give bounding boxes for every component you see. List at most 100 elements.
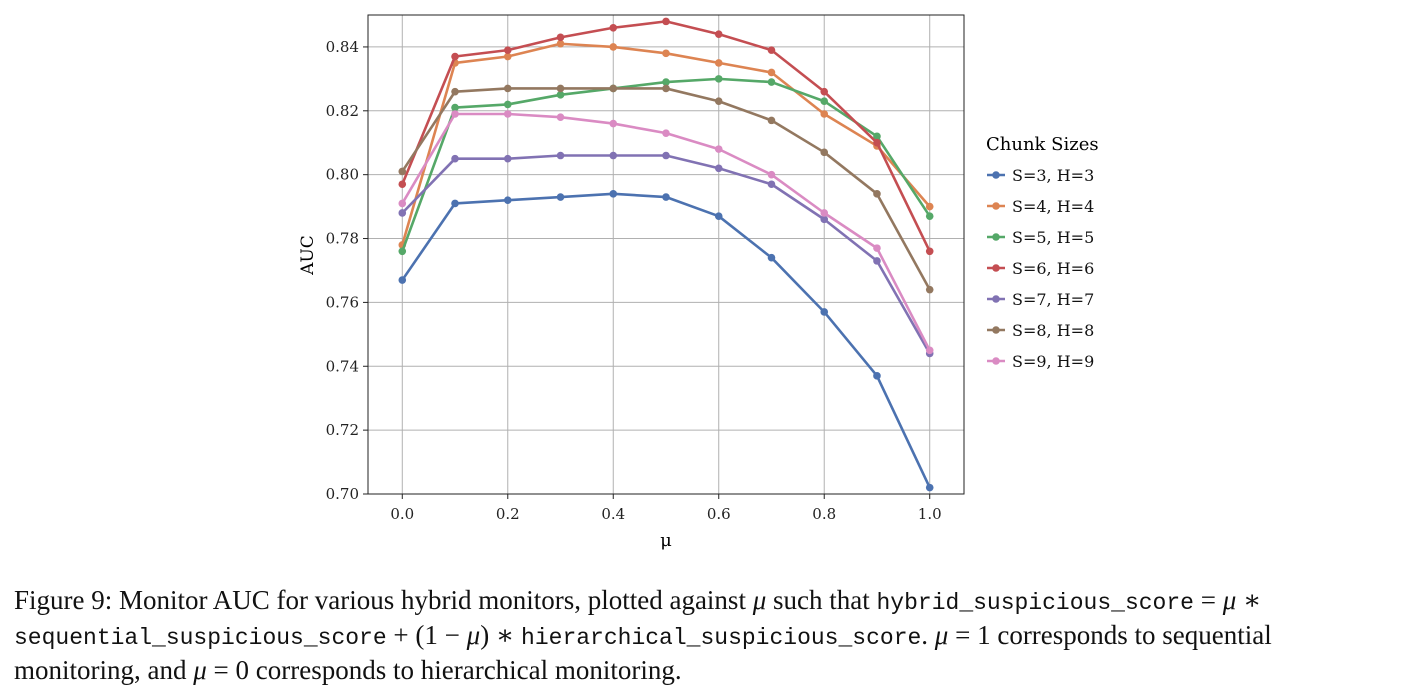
x-tick-labels: 0.0 0.2 0.4 0.6 0.8 1.0: [390, 494, 942, 523]
data-point: [714, 75, 723, 83]
legend-swatch-marker: [992, 202, 1000, 210]
series-s-3-h-3: [398, 190, 934, 492]
y-axis-label: AUC: [298, 235, 318, 276]
caption-text: = 1 corresponds to sequential monitoring…: [14, 620, 1272, 685]
data-point: [820, 97, 829, 106]
caption-mu: μ: [193, 655, 207, 685]
data-point: [820, 209, 829, 217]
data-point: [609, 151, 618, 160]
data-point: [767, 253, 776, 262]
series-lines: [398, 17, 934, 492]
data-point: [925, 483, 934, 492]
caption-code-hybrid: hybrid_suspicious_score: [876, 590, 1194, 616]
caption-mu: μ: [466, 620, 481, 650]
data-point: [451, 110, 459, 118]
data-point: [662, 17, 670, 26]
y-tick-label: 0.84: [326, 38, 359, 56]
y-tick-labels: 0.70 0.72 0.74 0.76 0.78 0.80 0.82 0.84: [326, 38, 368, 503]
caption-text: = 0 corresponds to hierarchical monitori…: [206, 655, 682, 685]
legend-swatch-marker: [992, 357, 1000, 365]
series-line: [401, 154, 931, 355]
data-point: [820, 87, 829, 96]
caption-code-sequential: sequential_suspicious_score: [14, 625, 387, 651]
data-point: [767, 78, 776, 86]
series-s-4-h-4: [398, 39, 934, 249]
legend-label: S=3, H=3: [1012, 166, 1094, 185]
legend-item: S=7, H=7: [987, 290, 1094, 309]
x-tick-label: 0.8: [812, 505, 836, 523]
data-point: [662, 151, 670, 160]
legend-label: S=9, H=9: [1012, 352, 1094, 371]
data-point: [925, 285, 934, 294]
data-point: [398, 180, 407, 189]
data-point: [820, 110, 829, 118]
data-point: [398, 209, 407, 217]
series-line: [401, 192, 931, 489]
data-point: [503, 46, 512, 54]
data-point: [714, 212, 723, 220]
plot-frame: [367, 14, 965, 495]
series-line: [401, 112, 931, 351]
legend-swatch-marker: [992, 233, 1000, 241]
data-point: [556, 151, 565, 160]
data-point: [451, 52, 459, 61]
legend-swatch-marker: [992, 326, 1000, 334]
data-point: [609, 84, 618, 93]
data-point: [714, 164, 723, 173]
caption-text: Figure 9: Monitor AUC for various hybrid…: [14, 585, 753, 615]
data-point: [503, 110, 512, 118]
data-point: [451, 103, 459, 112]
data-point: [714, 97, 723, 106]
data-point: [503, 84, 512, 93]
data-point: [820, 308, 829, 316]
legend-label: S=7, H=7: [1012, 290, 1094, 309]
legend-item: S=5, H=5: [987, 228, 1094, 247]
series-s-9-h-9: [398, 110, 934, 355]
data-point: [451, 87, 459, 96]
data-point: [662, 193, 670, 201]
caption-text: ∗: [1236, 585, 1262, 615]
data-point: [925, 346, 934, 355]
data-point: [398, 167, 407, 176]
legend-title: Chunk Sizes: [986, 134, 1099, 155]
data-point: [714, 145, 723, 153]
caption-code-hierarchical: hierarchical_suspicious_score: [521, 625, 922, 651]
x-tick-label: 0.4: [601, 505, 625, 523]
x-tick-label: 1.0: [918, 505, 942, 523]
legend-item: S=9, H=9: [987, 352, 1094, 371]
series-s-6-h-6: [398, 17, 934, 256]
legend-label: S=6, H=6: [1012, 259, 1094, 278]
data-point: [714, 59, 723, 67]
data-point: [556, 84, 565, 93]
data-point: [873, 257, 881, 265]
data-point: [767, 46, 776, 54]
legend-swatch-marker: [992, 171, 1000, 179]
data-point: [609, 119, 618, 128]
data-point: [873, 138, 881, 147]
data-point: [451, 154, 459, 163]
data-point: [503, 154, 512, 163]
data-point: [609, 23, 618, 32]
data-point: [503, 52, 512, 61]
data-point: [556, 91, 565, 99]
legend-swatch-marker: [992, 264, 1000, 272]
data-point: [556, 193, 565, 201]
legend-item: S=6, H=6: [987, 259, 1094, 278]
x-axis-label: μ: [660, 530, 672, 551]
x-tick-label: 0.2: [496, 505, 520, 523]
data-point: [609, 43, 618, 51]
data-point: [925, 212, 934, 220]
data-point: [662, 49, 670, 58]
caption-text: =: [1193, 585, 1223, 615]
data-point: [451, 199, 459, 208]
data-point: [767, 68, 776, 77]
y-tick-label: 0.70: [326, 485, 359, 503]
caption-text: .: [921, 620, 935, 650]
caption-mu: μ: [934, 620, 949, 650]
data-point: [873, 372, 881, 380]
caption-text: + (1 −: [386, 620, 467, 650]
legend-label: S=4, H=4: [1012, 197, 1094, 216]
data-point: [556, 33, 565, 42]
data-point: [873, 132, 881, 141]
data-point: [662, 84, 670, 93]
